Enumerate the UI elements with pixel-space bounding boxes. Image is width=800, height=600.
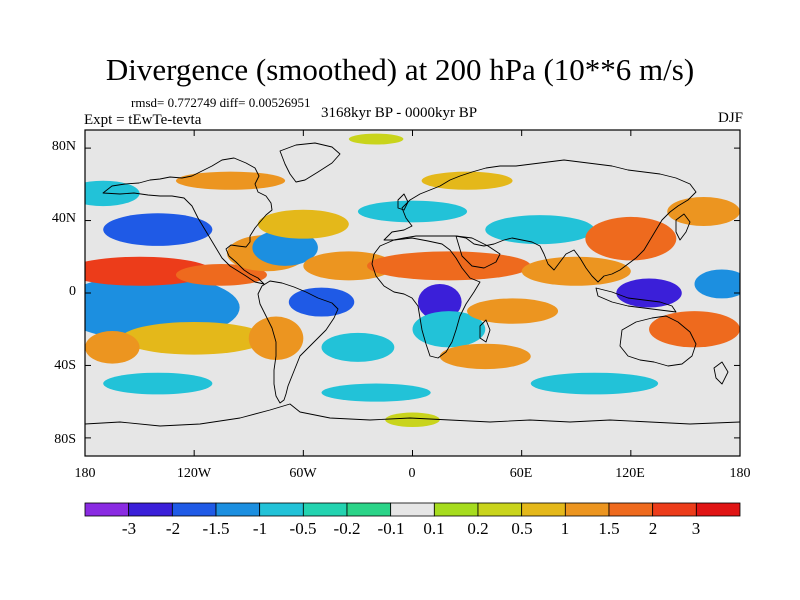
coast-south-america: [257, 280, 339, 404]
x-tick-label: 180: [74, 466, 96, 481]
chart-title: Divergence (smoothed) at 200 hPa (10**6 …: [105, 52, 695, 87]
coastlines: [85, 142, 740, 427]
colorbar-label: -0.5: [289, 519, 317, 538]
colorbar-swatch: [215, 502, 261, 517]
divergence-region: [357, 200, 468, 223]
colorbar-swatch: [521, 502, 566, 517]
coast-indonesia: [595, 287, 677, 313]
colorbar-label: 1.5: [598, 519, 620, 538]
divergence-region: [288, 287, 355, 317]
coast-africa: [371, 237, 481, 359]
x-tick-label: 180: [729, 466, 751, 481]
colorbar-swatch: [652, 502, 697, 517]
divergence-region: [439, 343, 531, 370]
y-tick-label: 40N: [51, 211, 76, 226]
colorbar-swatch: [564, 502, 610, 517]
divergence-region: [585, 216, 677, 261]
divergence-region: [248, 316, 304, 361]
x-tick-label: 60E: [509, 466, 533, 481]
divergence-region: [649, 311, 740, 348]
divergence-region: [303, 251, 395, 281]
colorbar-label: 0.1: [423, 519, 445, 538]
divergence-region: [103, 213, 213, 246]
colorbar-label: -2: [165, 519, 181, 538]
colorbar-swatch: [346, 502, 392, 517]
coast-australia: [619, 315, 697, 367]
divergence-region: [521, 256, 631, 286]
colorbar-swatch: [608, 502, 654, 517]
colorbar-swatch: [477, 502, 523, 517]
divergence-region: [85, 331, 140, 364]
coast-uk: [397, 193, 409, 211]
divergence-region: [417, 283, 462, 321]
colorbar-label: -1.5: [202, 519, 230, 538]
divergence-region: [367, 251, 531, 281]
colorbar-label: 1: [560, 519, 570, 538]
divergence-region: [694, 269, 740, 299]
coast-north-america: [102, 157, 273, 285]
colorbar-label: 0.5: [511, 519, 533, 538]
colorbar-swatch: [433, 502, 479, 517]
coast-madagascar: [479, 319, 491, 343]
divergence-region: [485, 215, 595, 245]
divergence-region: [385, 412, 440, 428]
y-tick-label: 80S: [54, 432, 76, 447]
divergence-region: [321, 332, 395, 362]
coast-greenland: [279, 142, 341, 183]
divergence-region: [412, 311, 486, 348]
divergence-field: [85, 133, 740, 428]
divergence-region: [530, 372, 659, 395]
divergence-region: [257, 209, 349, 239]
colorbar-swatch: [695, 502, 741, 517]
experiment-label: Expt = tEwTe-tevta: [84, 112, 202, 128]
coast-antarctica: [85, 403, 740, 427]
colorbar-swatch: [259, 502, 304, 517]
colorbar-label: 0.2: [467, 519, 489, 538]
axis-ticks: [84, 130, 741, 456]
y-tick-label: 40S: [54, 358, 76, 373]
colorbar-label: -0.2: [333, 519, 361, 538]
colorbar-label: 3: [691, 519, 701, 538]
y-tick-label: 0: [69, 284, 76, 299]
colorbar-label: -0.1: [377, 519, 405, 538]
divergence-region: [348, 133, 404, 145]
x-tick-label: 120E: [615, 466, 645, 481]
coast-new-zealand: [713, 361, 729, 385]
season-label: DJF: [717, 110, 743, 126]
colorbar-swatch: [390, 502, 435, 517]
stats-text: rmsd= 0.772749 diff= 0.00526951: [131, 95, 311, 110]
divergence-region: [175, 171, 286, 190]
divergence-region: [467, 298, 559, 324]
divergence-region: [252, 229, 318, 266]
colorbar-swatch: [84, 502, 130, 517]
coast-eurasia: [383, 159, 697, 283]
divergence-region: [667, 197, 740, 226]
colorbar-label: 2: [648, 519, 658, 538]
colorbar: [84, 502, 741, 517]
colorbar-label: -1: [252, 519, 268, 538]
x-tick-label: 0: [408, 466, 416, 481]
divergence-region: [103, 372, 213, 395]
colorbar-swatch: [128, 502, 173, 517]
colorbar-swatch: [302, 502, 348, 517]
coast-japan: [675, 213, 691, 241]
period-label: 3168kyr BP - 0000kyr BP: [321, 105, 478, 121]
y-tick-label: 80N: [51, 139, 76, 154]
x-tick-label: 120W: [176, 466, 212, 481]
colorbar-label: -3: [121, 519, 137, 538]
divergence-region: [175, 264, 267, 286]
divergence-region: [321, 383, 431, 402]
divergence-region: [421, 171, 513, 190]
x-tick-label: 60W: [289, 466, 317, 481]
divergence-region: [616, 278, 682, 308]
colorbar-swatch: [171, 502, 217, 517]
divergence-region: [121, 321, 267, 355]
coast-arabia: [455, 235, 501, 269]
